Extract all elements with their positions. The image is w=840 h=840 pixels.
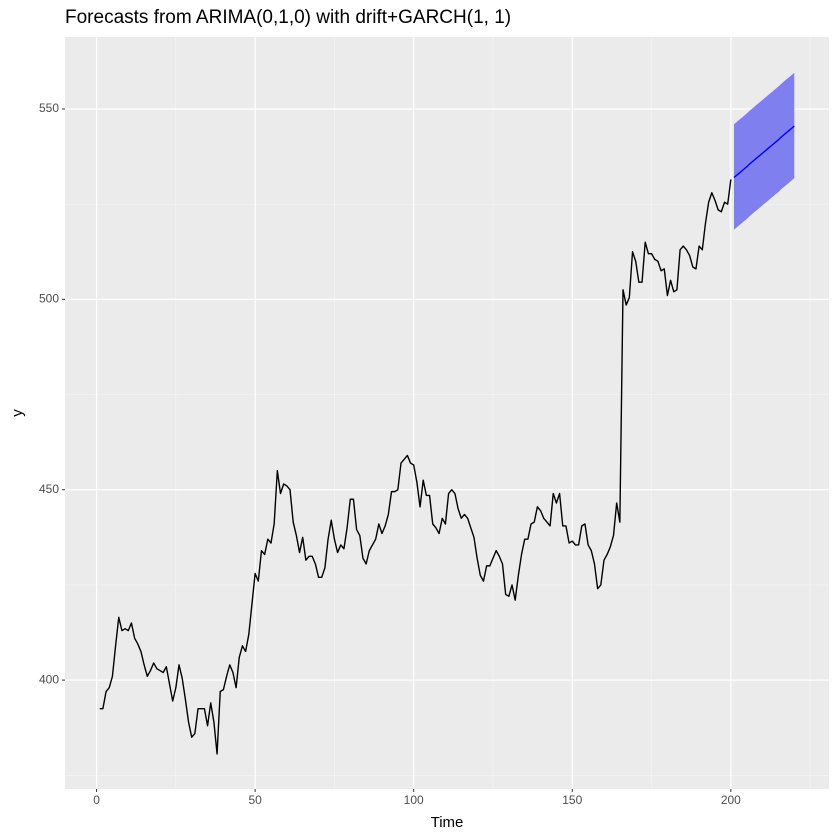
y-tick-label: 500 [39, 292, 59, 306]
x-tick-label: 100 [404, 793, 424, 807]
plot-layer: 0 50 100 150 200 400 450 500 550 [39, 37, 829, 807]
series-line [99, 179, 732, 755]
y-tick-label: 550 [39, 101, 59, 115]
series-line [733, 125, 795, 179]
x-tick-label: 150 [562, 793, 582, 807]
y-tick-label: 400 [39, 672, 59, 686]
panel [65, 37, 829, 789]
x-tick-label: 0 [93, 793, 100, 807]
y-tick-label: 450 [39, 482, 59, 496]
chart-title: Forecasts from ARIMA(0,1,0) with drift+G… [65, 7, 511, 28]
x-tick-label: 200 [721, 793, 741, 807]
y-axis-label: y [9, 409, 26, 417]
x-tick-label: 50 [248, 793, 262, 807]
x-axis-label: Time [431, 814, 464, 831]
